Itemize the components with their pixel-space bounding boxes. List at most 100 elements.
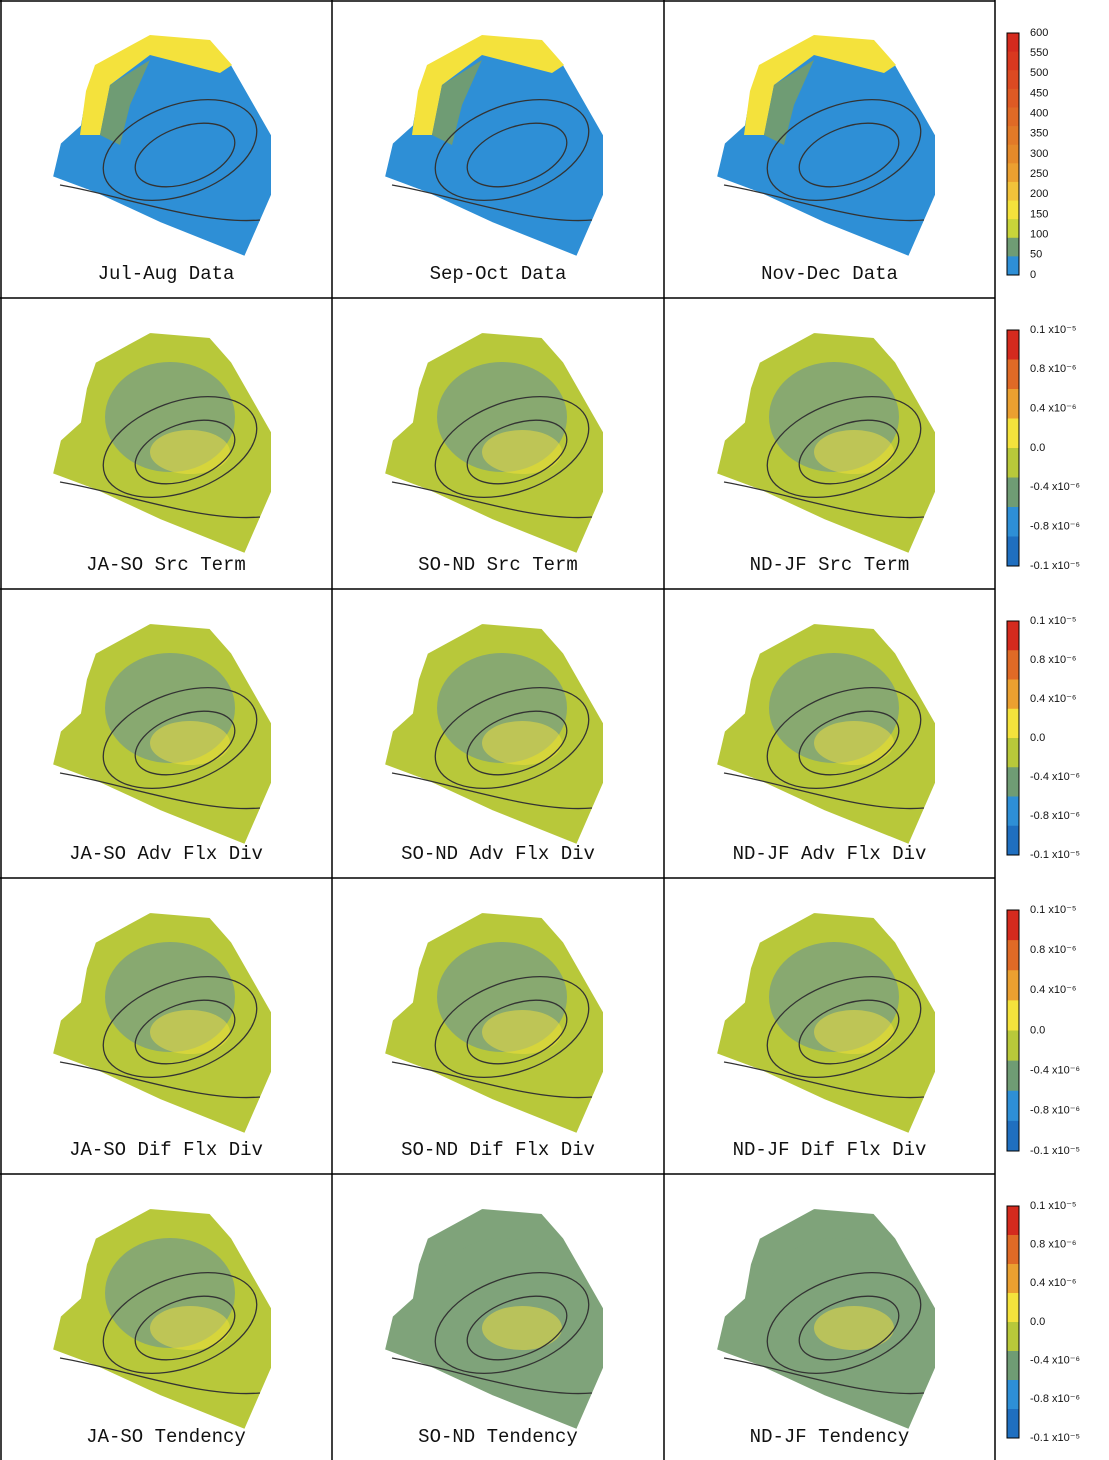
colorbar-band xyxy=(1007,1322,1019,1352)
colorbar-label: 0.1 x10⁻⁵ xyxy=(1030,324,1076,336)
colorbar-band xyxy=(1007,33,1019,52)
colorbar-label: -0.8 x10⁻⁶ xyxy=(1030,521,1080,533)
panel-label: SO-ND Dif Flx Div xyxy=(401,1139,595,1161)
colorbar-band xyxy=(1007,1091,1019,1122)
colorbar-band xyxy=(1007,910,1019,941)
colorbar-band xyxy=(1007,1031,1019,1062)
colorbar-band xyxy=(1007,738,1019,768)
colorbar-band xyxy=(1007,1061,1019,1092)
colorbar-band xyxy=(1007,1409,1019,1439)
panel-label: SO-ND Src Term xyxy=(418,554,578,576)
map-panel xyxy=(384,1208,604,1430)
colorbar-band xyxy=(1007,797,1019,827)
colorbar-band xyxy=(1007,940,1019,971)
colorbar-label: 50 xyxy=(1030,249,1042,261)
map-panel xyxy=(716,35,936,257)
map-panel xyxy=(52,332,272,554)
colorbar-band xyxy=(1007,219,1019,238)
map-patch xyxy=(150,1010,230,1054)
colorbar-label: -0.4 x10⁻⁶ xyxy=(1030,1355,1080,1367)
colorbar-band xyxy=(1007,1121,1019,1152)
colorbar-label: 0 xyxy=(1030,269,1036,281)
colorbar-band xyxy=(1007,360,1019,390)
panel-label: Sep-Oct Data xyxy=(430,263,567,285)
colorbar-band xyxy=(1007,182,1019,201)
map-patch xyxy=(482,1306,562,1350)
panel-label: ND-JF Tendency xyxy=(750,1426,910,1448)
map-patch xyxy=(150,1306,230,1350)
map-patch xyxy=(150,430,230,474)
colorbar-label: 0.8 x10⁻⁶ xyxy=(1030,1239,1076,1251)
colorbar-band xyxy=(1007,1293,1019,1323)
colorbar-band xyxy=(1007,126,1019,145)
colorbar-band xyxy=(1007,107,1019,126)
colorbar-band xyxy=(1007,621,1019,651)
map-panel xyxy=(384,623,604,845)
colorbar-band xyxy=(1007,1380,1019,1410)
colorbar-band xyxy=(1007,1264,1019,1294)
colorbar-label: 0.1 x10⁻⁵ xyxy=(1030,904,1076,916)
figure: Jul-Aug DataSep-Oct DataNov-Dec Data6005… xyxy=(0,0,1109,1460)
colorbar-band xyxy=(1007,970,1019,1001)
map-panel xyxy=(384,912,604,1134)
colorbar-label: -0.4 x10⁻⁶ xyxy=(1030,481,1080,493)
map-panel xyxy=(52,35,272,257)
map-region xyxy=(52,35,272,257)
colorbar-band xyxy=(1007,1351,1019,1381)
colorbar-label: -0.1 x10⁻⁵ xyxy=(1030,849,1080,861)
colorbar-label: -0.4 x10⁻⁶ xyxy=(1030,1065,1080,1077)
map-panel xyxy=(384,35,604,257)
colorbar-band xyxy=(1007,89,1019,108)
colorbar-label: -0.8 x10⁻⁶ xyxy=(1030,1393,1080,1405)
colorbar-band xyxy=(1007,70,1019,89)
colorbar-band xyxy=(1007,330,1019,360)
colorbar-label: 0.0 xyxy=(1030,732,1045,744)
colorbar-label: 0.4 x10⁻⁶ xyxy=(1030,1277,1076,1289)
colorbar-label: 600 xyxy=(1030,27,1048,39)
colorbar-label: 0.1 x10⁻⁵ xyxy=(1030,615,1076,627)
colorbar-label: -0.8 x10⁻⁶ xyxy=(1030,1105,1080,1117)
colorbar-band xyxy=(1007,709,1019,739)
colorbar-label: -0.8 x10⁻⁶ xyxy=(1030,810,1080,822)
panel-label: Nov-Dec Data xyxy=(761,263,898,285)
panel-label: ND-JF Src Term xyxy=(750,554,910,576)
colorbar-label: 550 xyxy=(1030,47,1048,59)
map-patch xyxy=(814,430,894,474)
colorbar-label: 0.1 x10⁻⁵ xyxy=(1030,1200,1076,1212)
colorbar-band xyxy=(1007,419,1019,449)
colorbar-band xyxy=(1007,1206,1019,1236)
panel-label: SO-ND Adv Flx Div xyxy=(401,843,595,865)
panel-label: JA-SO Dif Flx Div xyxy=(69,1139,263,1161)
colorbar-label: 0.8 x10⁻⁶ xyxy=(1030,654,1076,666)
colorbar-band xyxy=(1007,650,1019,680)
colorbar-band xyxy=(1007,1000,1019,1031)
map-patch xyxy=(814,1010,894,1054)
colorbar-label: 500 xyxy=(1030,67,1048,79)
map-panel xyxy=(52,623,272,845)
colorbar-label: -0.1 x10⁻⁵ xyxy=(1030,560,1080,572)
map-panel xyxy=(716,1208,936,1430)
panel-label: JA-SO Tendency xyxy=(86,1426,246,1448)
colorbar-label: 200 xyxy=(1030,188,1048,200)
colorbar-band xyxy=(1007,1235,1019,1265)
map-patch xyxy=(482,721,562,765)
colorbar-label: 0.8 x10⁻⁶ xyxy=(1030,944,1076,956)
map-panel xyxy=(716,332,936,554)
colorbar-label: 400 xyxy=(1030,108,1048,120)
colorbar-label: 150 xyxy=(1030,208,1048,220)
colorbar-band xyxy=(1007,163,1019,182)
colorbar-label: 0.4 x10⁻⁶ xyxy=(1030,693,1076,705)
map-panel xyxy=(384,332,604,554)
panel-label: ND-JF Adv Flx Div xyxy=(733,843,927,865)
colorbar-label: -0.1 x10⁻⁵ xyxy=(1030,1145,1080,1157)
colorbar-band xyxy=(1007,389,1019,419)
colorbar-label: 100 xyxy=(1030,229,1048,241)
colorbar-band xyxy=(1007,826,1019,856)
map-panel xyxy=(52,912,272,1134)
colorbar-label: 250 xyxy=(1030,168,1048,180)
colorbar-label: 450 xyxy=(1030,87,1048,99)
panel-label: ND-JF Dif Flx Div xyxy=(733,1139,927,1161)
colorbar-label: 0.8 x10⁻⁶ xyxy=(1030,363,1076,375)
map-patch xyxy=(814,1306,894,1350)
map-panel xyxy=(52,1208,272,1430)
